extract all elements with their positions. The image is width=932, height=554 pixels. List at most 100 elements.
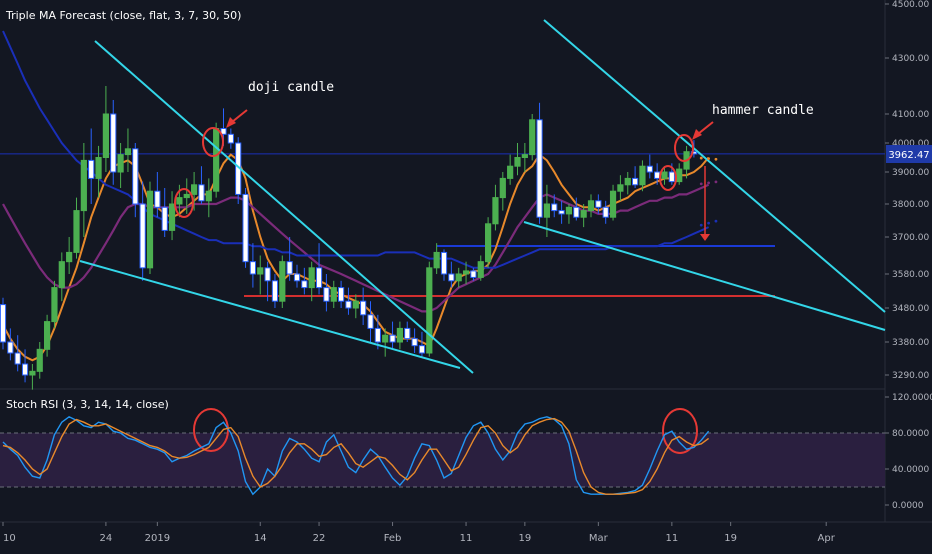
candle-body xyxy=(88,159,95,179)
candle xyxy=(14,335,21,372)
candle-body xyxy=(21,363,29,376)
candle xyxy=(7,328,14,361)
candle-body xyxy=(558,210,565,215)
price-tick-label: 3290.00 xyxy=(892,371,929,381)
candle xyxy=(507,154,514,185)
stoch-rsi-lines xyxy=(2,415,710,496)
candle xyxy=(73,197,80,259)
candle-body xyxy=(374,327,381,343)
candle-body xyxy=(646,165,653,173)
candle xyxy=(639,160,646,192)
candle-body xyxy=(661,171,668,179)
forecast-dot xyxy=(699,156,703,160)
candle xyxy=(235,137,242,204)
candle xyxy=(132,143,139,218)
candle xyxy=(286,237,293,281)
candle xyxy=(389,321,396,350)
rsi-legend: Stoch RSI (3, 3, 14, 14, close) xyxy=(6,398,169,411)
candle-body xyxy=(440,251,448,275)
candle xyxy=(433,243,440,274)
candle-body xyxy=(117,154,124,173)
candle xyxy=(462,261,470,285)
candle-body xyxy=(609,190,617,218)
candle xyxy=(58,252,65,302)
candle xyxy=(573,197,580,221)
candle xyxy=(558,200,565,224)
candle-body xyxy=(139,203,146,269)
candle xyxy=(198,166,205,204)
time-tick-label: 11 xyxy=(665,533,678,544)
candle xyxy=(124,128,132,172)
candle xyxy=(51,280,58,329)
candle xyxy=(477,255,484,281)
candle-body xyxy=(396,327,403,343)
rsi-tick-label: 40.0000 xyxy=(892,465,929,475)
price-tick-label: 3580.00 xyxy=(892,270,929,280)
candle xyxy=(440,249,448,281)
candle-body xyxy=(536,119,543,218)
candle-body xyxy=(654,171,661,179)
forecast-dot xyxy=(707,221,710,225)
candle-body xyxy=(102,113,110,158)
forecast-dots xyxy=(699,156,718,227)
candle xyxy=(102,86,110,172)
time-tick-label: 2019 xyxy=(145,533,170,544)
candle-body xyxy=(426,267,433,354)
candle xyxy=(88,128,95,204)
candle-body xyxy=(132,148,139,205)
candle-body xyxy=(29,370,36,376)
candle xyxy=(110,100,117,185)
candle-body xyxy=(176,197,183,205)
forecast-dot xyxy=(707,181,710,185)
candle xyxy=(80,143,87,237)
last-price-label: 3962.47 xyxy=(888,150,929,161)
axes: 4500.00 4300.00 4100.00 4000.00 3900.00 3800.… xyxy=(2,0,932,544)
candle xyxy=(29,364,36,390)
candle xyxy=(191,172,198,211)
candle-body xyxy=(271,280,279,302)
candle-body xyxy=(95,157,102,179)
candle-body xyxy=(213,128,220,192)
candle-body xyxy=(14,352,21,365)
candle-body xyxy=(44,321,51,350)
forecast-dot xyxy=(714,180,718,184)
candle-body xyxy=(110,113,117,173)
candle-body xyxy=(73,210,80,253)
price-tick-label: 4500.00 xyxy=(892,0,929,10)
candle xyxy=(374,314,381,350)
rsi-overbought-oversold-band xyxy=(0,433,885,487)
candle-body xyxy=(624,177,631,186)
annotation-circle-hammer xyxy=(674,134,694,162)
rsi-d-line xyxy=(2,417,710,495)
candle xyxy=(330,280,337,308)
candle xyxy=(617,175,624,201)
candle-body xyxy=(301,280,308,289)
candle-body xyxy=(367,314,374,329)
candle-body xyxy=(433,251,440,269)
candle xyxy=(587,194,595,218)
time-tick-label: 14 xyxy=(254,533,267,544)
candle-body xyxy=(551,203,558,212)
candle xyxy=(661,166,668,185)
candle-body xyxy=(154,190,161,208)
candle xyxy=(609,184,617,221)
arrow-doji-head xyxy=(226,117,236,128)
candle-body xyxy=(7,341,14,354)
time-tick-label: Mar xyxy=(589,533,609,544)
candle-body xyxy=(617,184,624,192)
arrow-hammer-line xyxy=(697,121,714,135)
forecast-dot xyxy=(707,157,710,161)
forecast-dot xyxy=(699,182,703,186)
candle-body xyxy=(580,210,587,218)
candle-body xyxy=(249,261,257,275)
candle-body xyxy=(191,184,198,195)
candle-body xyxy=(602,206,609,218)
candle xyxy=(338,280,345,308)
candle xyxy=(205,178,212,218)
candle-body xyxy=(360,300,367,316)
forecast-dot xyxy=(699,223,703,227)
candle xyxy=(264,261,271,302)
candle-body xyxy=(345,300,352,309)
candle xyxy=(367,301,374,342)
candle-body xyxy=(492,197,499,225)
